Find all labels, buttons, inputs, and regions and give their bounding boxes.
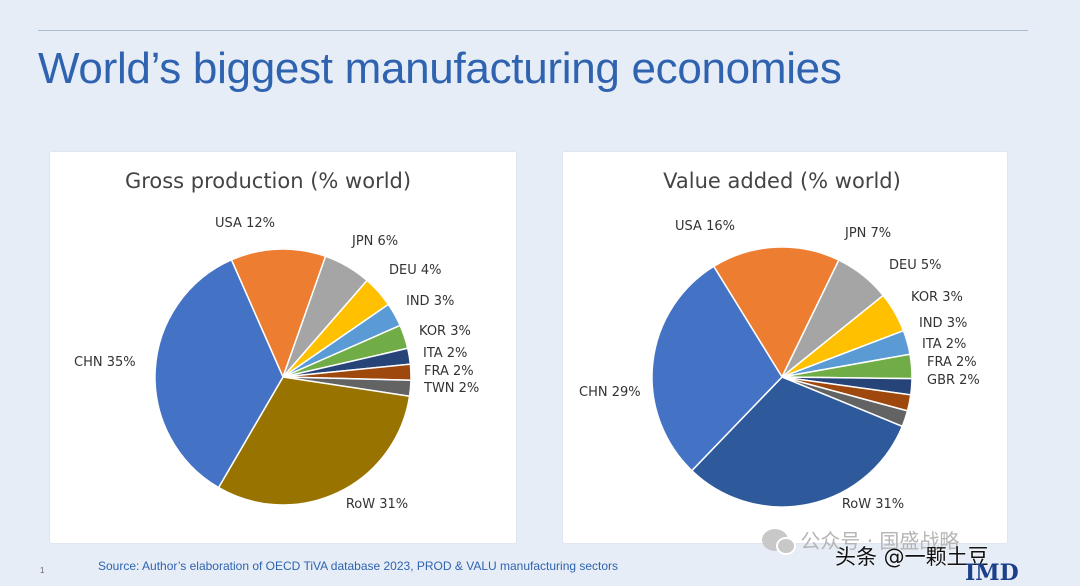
label-jpn: JPN 6%: [351, 234, 398, 249]
slice-chn: [651, 265, 783, 472]
label-ita: ITA 2%: [922, 337, 966, 352]
gross-production-chart-title: Gross production (% world): [124, 169, 412, 193]
label-kor: KOR 3%: [911, 290, 963, 305]
slide-title: World’s biggest manufacturing economies: [38, 44, 842, 93]
label-twn: TWN 2%: [423, 381, 479, 396]
slice-row: [690, 376, 904, 508]
label-usa: USA 12%: [215, 216, 275, 231]
value-added-panel: Value added (% world) USA 16% JPN 7% DEU 5…: [563, 152, 1007, 543]
slice-row: [217, 376, 411, 506]
label-deu: DEU 4%: [389, 263, 442, 278]
gross-production-panel: Gross production (% world) USA 12% JPN 6%…: [50, 152, 516, 543]
value-added-pie-chart: USA 16% JPN 7% DEU 5% KOR 3% IND 3% ITA 2% FRA…: [579, 219, 980, 512]
value-added-chart-title: Value added (% world): [663, 169, 901, 193]
label-fra: FRA 2%: [927, 355, 977, 370]
label-chn: CHN 35%: [74, 355, 136, 370]
source-note: Source: Author’s elaboration of OECD TiV…: [98, 559, 619, 573]
wechat-watermark: 公众号 · 国盛战略: [762, 525, 960, 555]
label-kor: KOR 3%: [419, 324, 471, 339]
label-row: RoW 31%: [346, 497, 408, 512]
label-gbr: GBR 2%: [927, 373, 980, 388]
title-rule: [38, 30, 1028, 31]
label-ita: ITA 2%: [423, 346, 467, 361]
watermark-text: 公众号 · 国盛战略: [800, 529, 960, 553]
label-ind: IND 3%: [406, 294, 454, 309]
label-ind: IND 3%: [919, 316, 967, 331]
slice-usa: [712, 246, 840, 379]
slice-chn: [154, 258, 284, 489]
wechat-icon: [762, 528, 796, 555]
page-number: 1: [40, 566, 45, 575]
gross-production-pie-chart: USA 12% JPN 6% DEU 4% IND 3% KOR 3% ITA 2% FRA…: [74, 216, 479, 512]
label-deu: DEU 5%: [889, 258, 942, 273]
label-row: RoW 31%: [842, 497, 904, 512]
label-fra: FRA 2%: [424, 364, 474, 379]
toutiao-watermark: 头条 @一颗土豆: [835, 545, 989, 569]
slice-usa: [230, 248, 327, 380]
label-usa: USA 16%: [675, 219, 735, 234]
imd-logo: IMD: [965, 560, 1019, 586]
label-chn: CHN 29%: [579, 385, 641, 400]
label-jpn: JPN 7%: [844, 226, 891, 241]
